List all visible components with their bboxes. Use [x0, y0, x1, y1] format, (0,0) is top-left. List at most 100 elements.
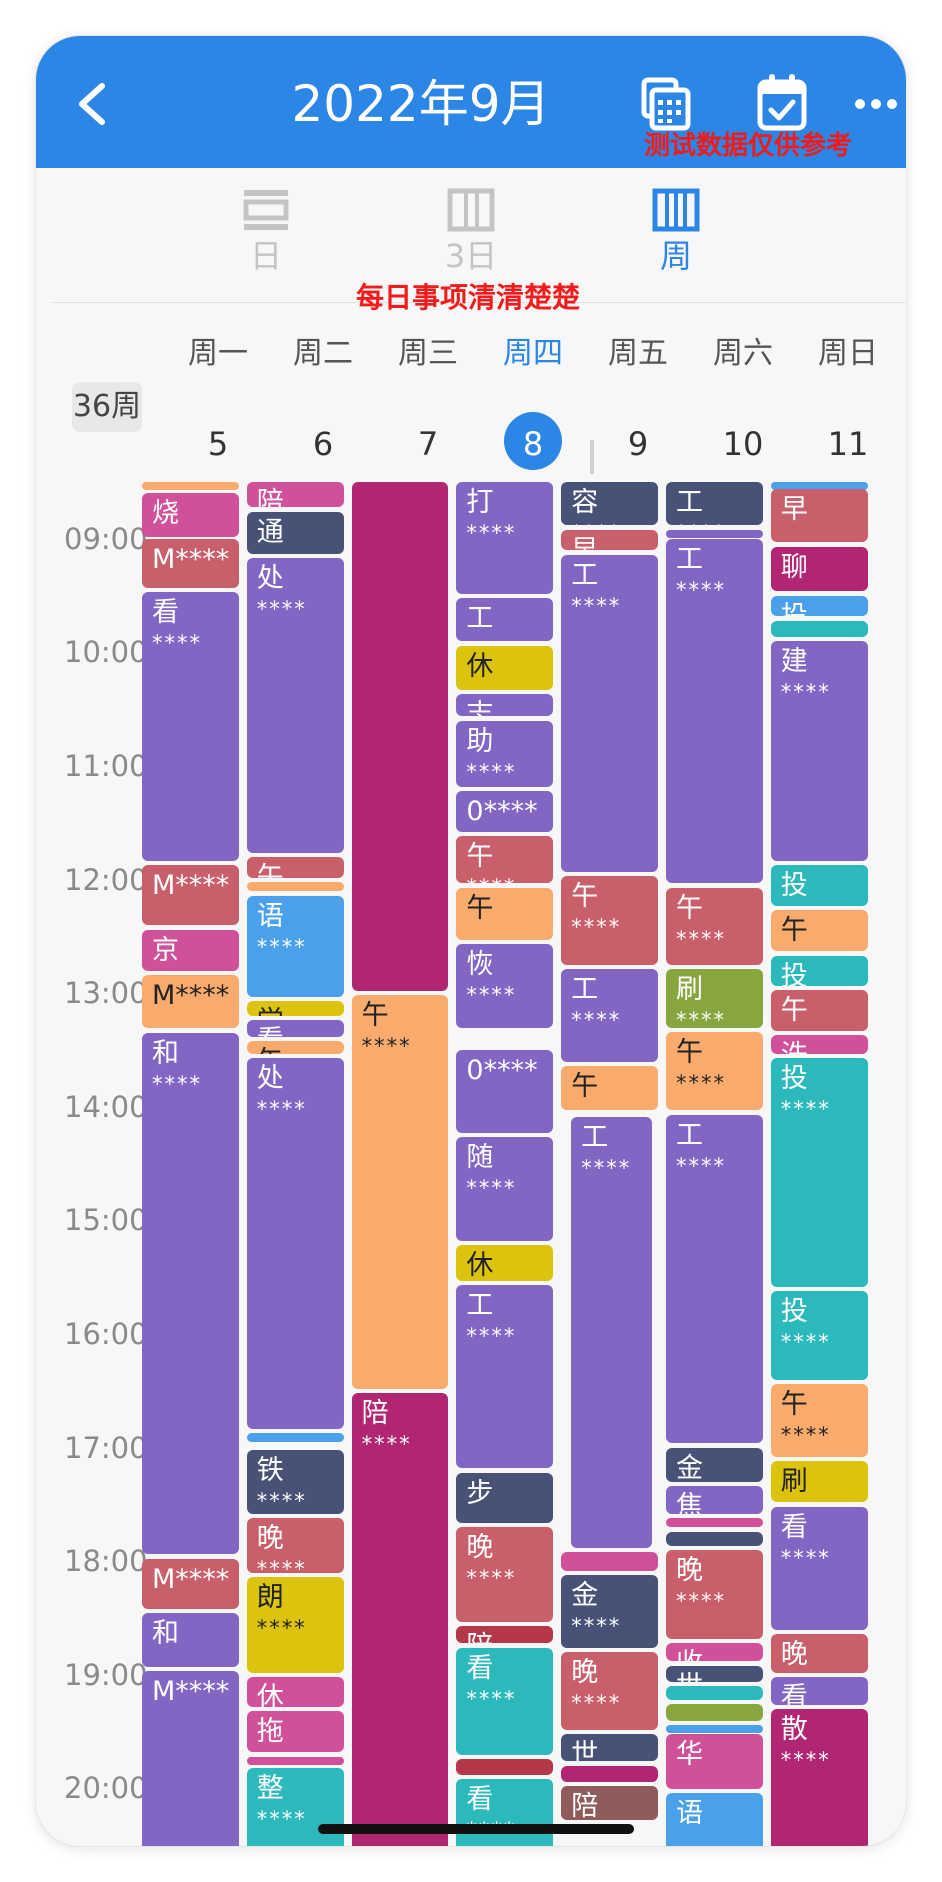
- event-block[interactable]: [666, 1724, 763, 1733]
- day-name-wed[interactable]: 周三: [398, 336, 458, 371]
- day-name-tue[interactable]: 周二: [293, 336, 353, 371]
- day-date-sun[interactable]: 11: [827, 425, 869, 463]
- event-block[interactable]: 看****: [456, 1647, 554, 1755]
- day-date-thu[interactable]: 8: [522, 425, 544, 463]
- event-block[interactable]: 工****: [561, 554, 658, 872]
- event-block[interactable]: 金 ****: [561, 1574, 658, 1648]
- event-block[interactable]: 午: [246, 1040, 344, 1054]
- month-title[interactable]: 2022年9月: [291, 75, 551, 133]
- event-block[interactable]: 散 ****: [770, 1708, 868, 1846]
- event-block[interactable]: 语: [666, 1792, 763, 1846]
- event-block[interactable]: 刷: [770, 1461, 868, 1503]
- event-block[interactable]: 华: [666, 1733, 763, 1789]
- event-block[interactable]: 随 ****: [456, 1137, 554, 1242]
- event-block[interactable]: 晚 ****: [666, 1549, 763, 1639]
- event-block[interactable]: 午****: [666, 887, 763, 966]
- event-block[interactable]: 通: [246, 511, 344, 554]
- event-block[interactable]: 午****: [770, 1383, 868, 1457]
- schedule-grid[interactable]: 09:00 10:00 11:00 12:00 13:00 14:00 15:00 16:00…: [36, 482, 906, 1846]
- event-block[interactable]: 世: [666, 1665, 763, 1682]
- event-block[interactable]: 洗: [770, 1035, 868, 1054]
- event-block[interactable]: 金: [666, 1447, 763, 1482]
- event-block[interactable]: 容 ****: [561, 482, 658, 526]
- event-block[interactable]: 志: [456, 694, 554, 717]
- day-name-mon[interactable]: 周一: [188, 336, 248, 371]
- event-block[interactable]: [246, 1756, 344, 1765]
- event-block[interactable]: 看: [246, 1020, 344, 1037]
- calendar-grid-icon[interactable]: [640, 76, 692, 132]
- event-block[interactable]: 0****: [456, 790, 554, 833]
- event-block[interactable]: 打 ****: [456, 482, 554, 594]
- event-block[interactable]: [142, 482, 239, 490]
- event-block[interactable]: 投: [770, 955, 868, 986]
- event-block[interactable]: [666, 1686, 763, 1701]
- event-block[interactable]: M****: [142, 975, 239, 1028]
- event-block[interactable]: 工****: [666, 482, 763, 526]
- event-block[interactable]: 聊: [770, 546, 868, 592]
- event-block[interactable]: 朗 ****: [246, 1577, 344, 1673]
- event-block[interactable]: 拖: [246, 1711, 344, 1753]
- event-block[interactable]: 和: [142, 1613, 239, 1668]
- event-block[interactable]: 午: [456, 887, 554, 941]
- event-block[interactable]: 晚 ****: [561, 1652, 658, 1730]
- event-block[interactable]: M****: [142, 538, 239, 588]
- event-block[interactable]: 收: [666, 1642, 763, 1662]
- event-block[interactable]: 京: [142, 929, 239, 971]
- event-block[interactable]: [770, 620, 868, 637]
- event-block[interactable]: 学: [246, 1001, 344, 1017]
- event-block[interactable]: [351, 482, 449, 992]
- event-block[interactable]: 语 ****: [246, 895, 344, 997]
- event-block[interactable]: 工****: [666, 1114, 763, 1444]
- event-block[interactable]: [246, 881, 344, 892]
- event-block[interactable]: 午: [770, 989, 868, 1031]
- event-block[interactable]: 工****: [456, 1285, 554, 1469]
- event-block[interactable]: 午****: [351, 995, 449, 1389]
- event-block[interactable]: 焦: [666, 1486, 763, 1514]
- event-block[interactable]: 工****: [666, 538, 763, 884]
- event-block[interactable]: 投: [770, 595, 868, 617]
- event-block[interactable]: [666, 1518, 763, 1528]
- back-arrow-icon[interactable]: [66, 74, 126, 134]
- event-block[interactable]: 烧: [142, 493, 239, 537]
- event-block[interactable]: 步: [456, 1472, 554, 1523]
- day-name-sat[interactable]: 周六: [713, 336, 773, 371]
- event-block[interactable]: [666, 529, 763, 538]
- event-block[interactable]: [561, 1552, 658, 1571]
- event-block[interactable]: 世: [561, 1733, 658, 1762]
- day-date-mon[interactable]: 5: [207, 425, 229, 463]
- event-block[interactable]: 工****: [571, 1117, 652, 1548]
- event-block[interactable]: 休: [246, 1677, 344, 1707]
- event-block[interactable]: M****: [142, 1558, 239, 1610]
- event-block[interactable]: 晚 ****: [246, 1518, 344, 1573]
- event-block[interactable]: [666, 1531, 763, 1546]
- more-icon[interactable]: [854, 92, 898, 116]
- event-block[interactable]: 助 ****: [456, 720, 554, 787]
- event-block[interactable]: 陪: [246, 482, 344, 508]
- event-block[interactable]: 工: [456, 597, 554, 642]
- event-block[interactable]: 陪: [561, 1786, 658, 1821]
- event-block[interactable]: 早: [770, 488, 868, 543]
- day-date-tue[interactable]: 6: [312, 425, 334, 463]
- event-block[interactable]: [246, 1432, 344, 1443]
- event-block[interactable]: 恢 ****: [456, 944, 554, 1028]
- event-block[interactable]: 午****: [456, 836, 554, 884]
- day-date-wed[interactable]: 7: [417, 425, 439, 463]
- tab-week[interactable]: 周: [616, 176, 736, 276]
- event-block[interactable]: 0****: [456, 1050, 554, 1134]
- day-name-fri[interactable]: 周五: [608, 336, 668, 371]
- event-block[interactable]: 午****: [561, 876, 658, 966]
- event-block[interactable]: 刷 ****: [666, 969, 763, 1028]
- event-block[interactable]: 投 ****: [770, 1057, 868, 1287]
- event-block[interactable]: 午: [246, 856, 344, 878]
- event-block[interactable]: 处 ****: [246, 558, 344, 853]
- event-block[interactable]: [561, 1765, 658, 1782]
- event-block[interactable]: M****: [142, 1671, 239, 1846]
- event-block[interactable]: [770, 482, 868, 490]
- event-block[interactable]: 陪: [456, 1625, 554, 1644]
- day-name-thu[interactable]: 周四: [503, 336, 563, 371]
- event-block[interactable]: 整 ****: [246, 1767, 344, 1846]
- event-block[interactable]: 看****: [456, 1779, 554, 1846]
- event-block[interactable]: 工****: [561, 969, 658, 1062]
- event-block[interactable]: 看****: [142, 592, 239, 861]
- event-block[interactable]: 投 ****: [770, 1290, 868, 1380]
